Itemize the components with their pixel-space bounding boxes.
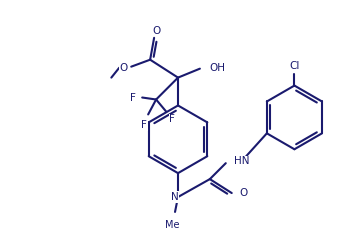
Text: Cl: Cl (289, 61, 300, 71)
Text: OH: OH (210, 63, 226, 73)
Text: O: O (240, 188, 248, 198)
Text: O: O (152, 26, 160, 36)
Text: HN: HN (234, 156, 249, 166)
Text: F: F (141, 120, 147, 130)
Text: O: O (119, 63, 127, 73)
Text: Me: Me (165, 220, 179, 230)
Text: F: F (169, 114, 175, 125)
Text: N: N (171, 192, 179, 202)
Text: F: F (130, 92, 136, 103)
